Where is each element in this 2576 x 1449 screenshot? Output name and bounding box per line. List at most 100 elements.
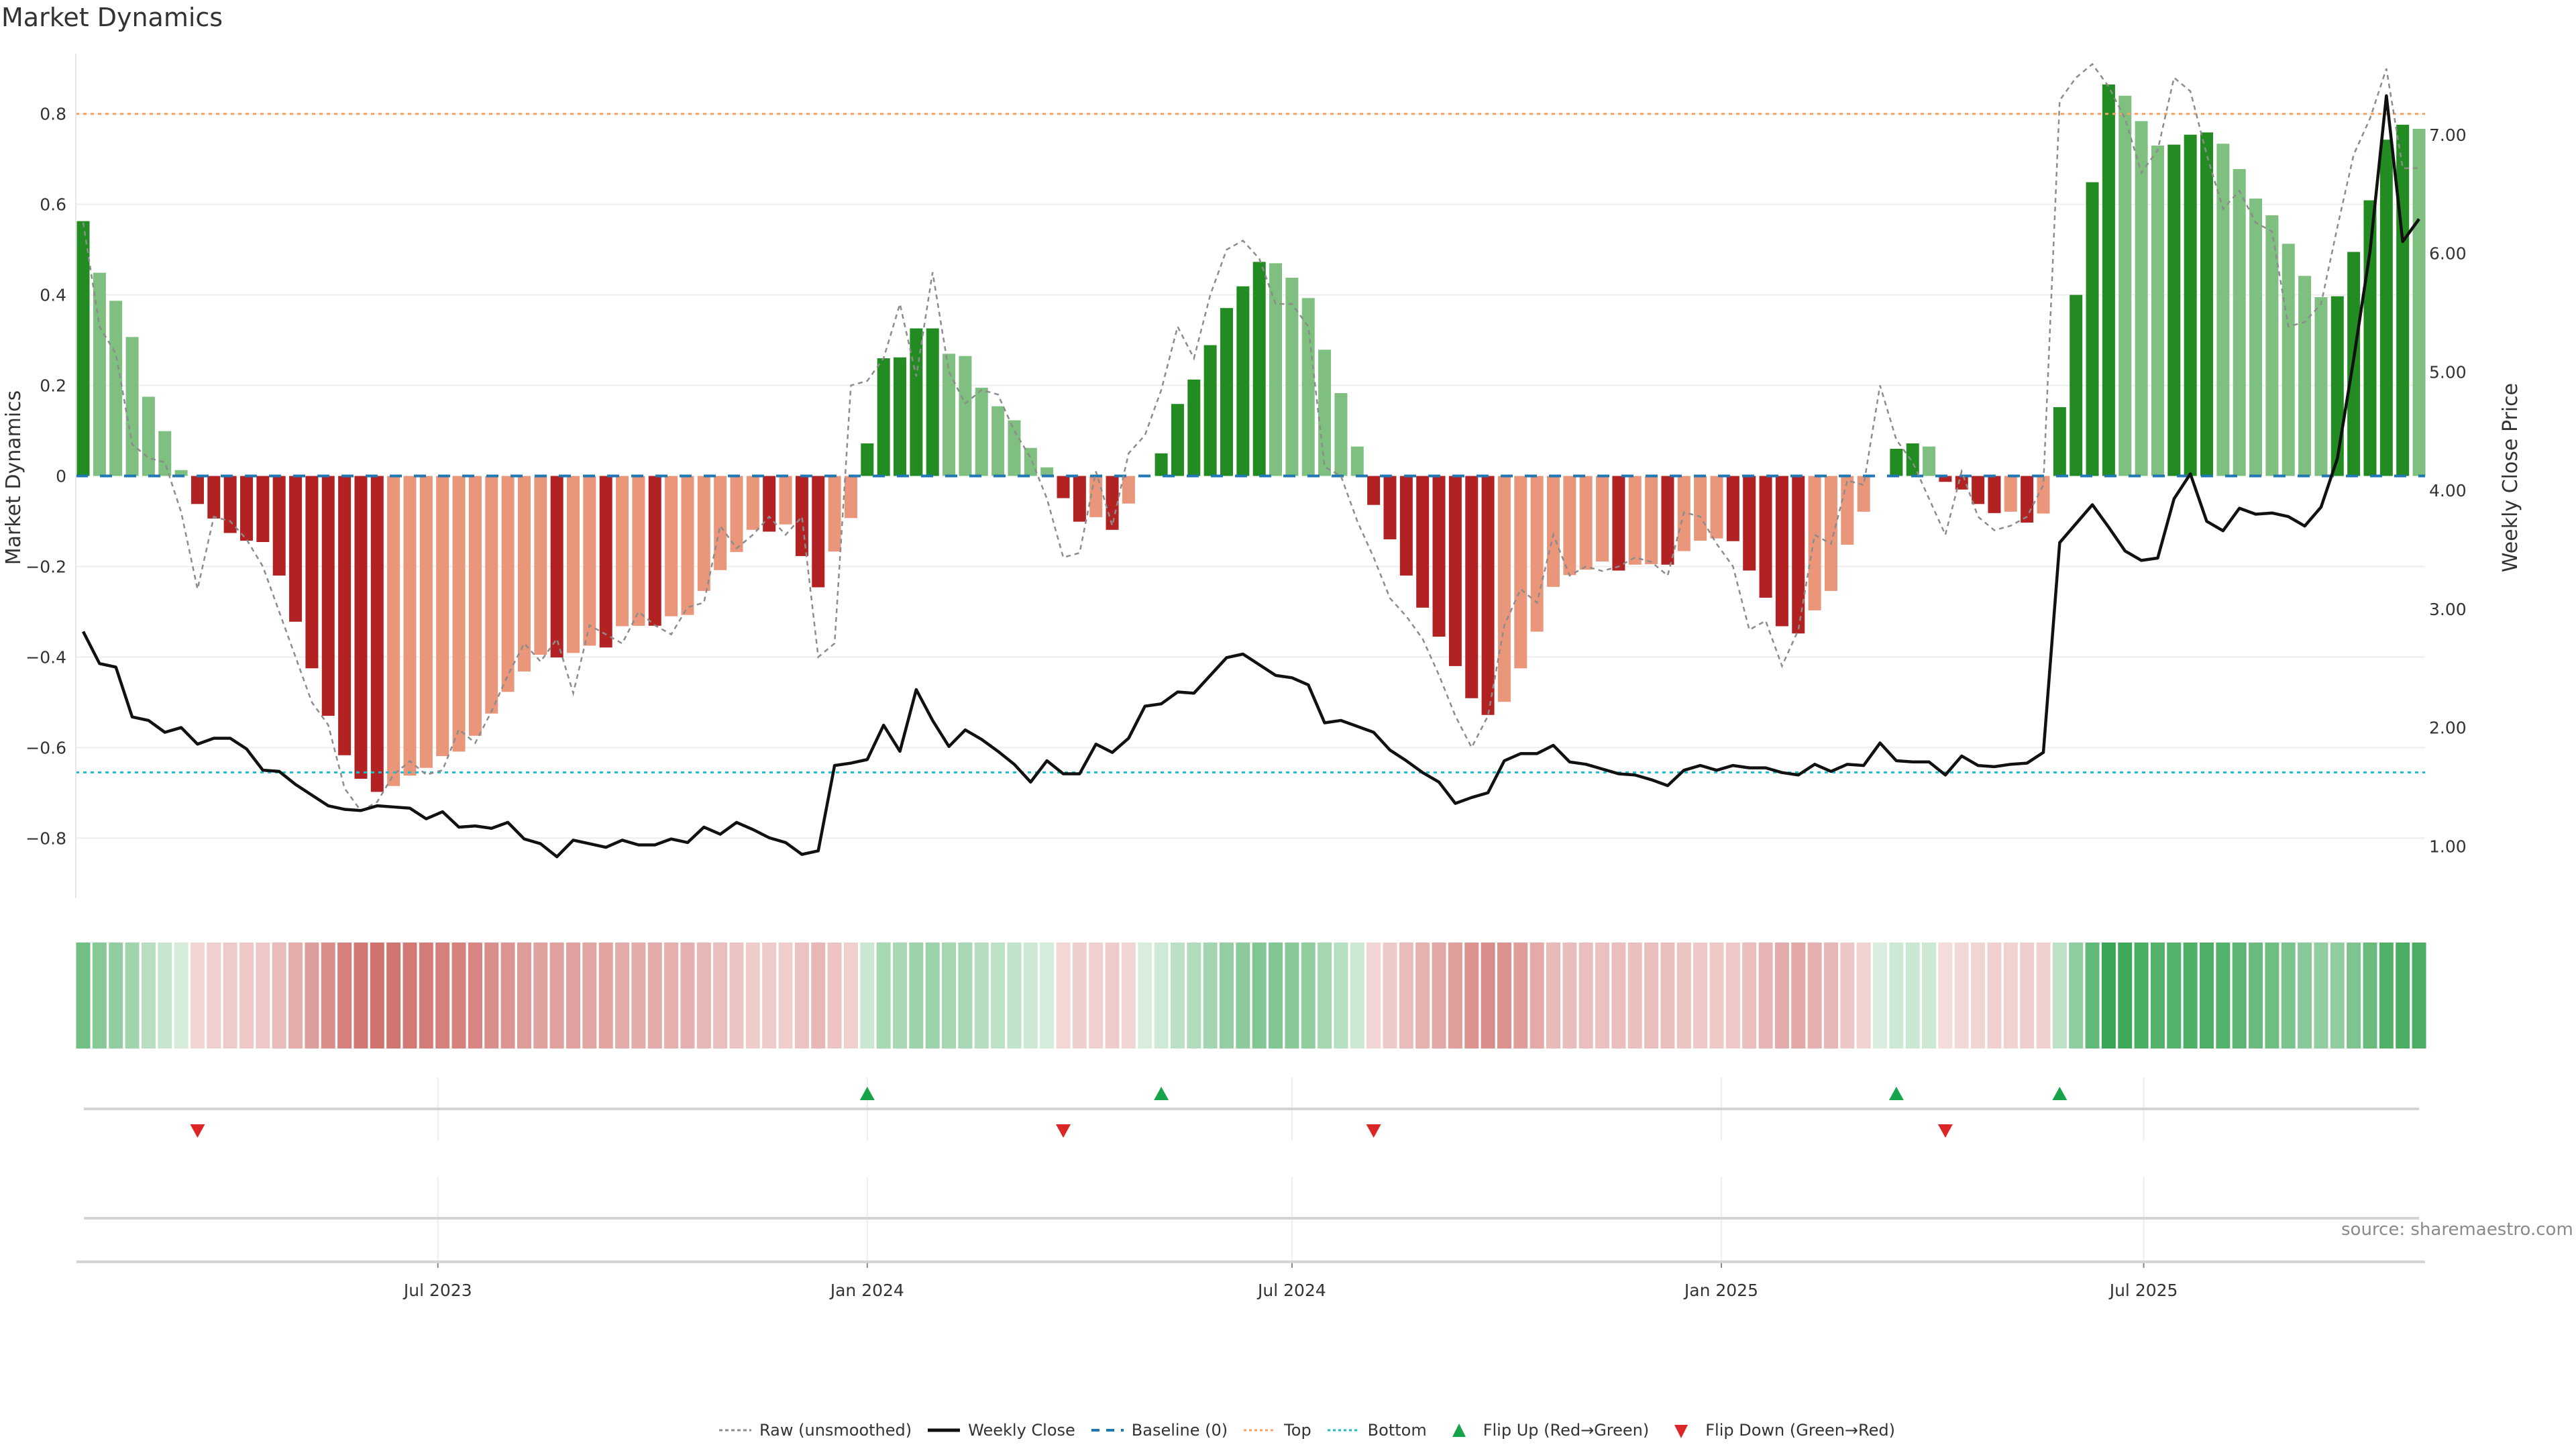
- heat-cell: [1578, 943, 1593, 1049]
- flip-down-marker: [1937, 1124, 1953, 1138]
- md-bar: [779, 476, 792, 525]
- heat-cell: [239, 943, 254, 1049]
- flip-down-legend-swatch: [1674, 1425, 1688, 1438]
- flip-up-legend-swatch: [1452, 1424, 1466, 1437]
- heat-cell: [2265, 943, 2279, 1049]
- legend-label: Raw (unsmoothed): [759, 1421, 912, 1440]
- heat-cell: [533, 943, 548, 1049]
- heat-cell: [631, 943, 646, 1049]
- md-bar: [746, 476, 759, 530]
- heat-cell: [1121, 943, 1136, 1049]
- heat-cell: [2036, 943, 2051, 1049]
- legend-label: Flip Down (Green→Red): [1705, 1421, 1895, 1440]
- y-tick-label: 0: [56, 467, 66, 486]
- y-tick-label: 0.6: [40, 195, 66, 215]
- md-bar: [861, 443, 874, 476]
- heat-cell: [1481, 943, 1495, 1049]
- heat-cell: [778, 943, 793, 1049]
- md-bar: [1530, 476, 1544, 632]
- md-bar: [93, 272, 106, 476]
- heat-cell: [2216, 943, 2231, 1049]
- close-legend-swatch: [928, 1428, 961, 1432]
- legend-item-top: Top: [1242, 1421, 1311, 1440]
- y-tick-label: −0.4: [25, 647, 66, 667]
- legend-label: Baseline (0): [1131, 1421, 1228, 1440]
- heat-cell: [2052, 943, 2067, 1049]
- heat-cell: [1791, 943, 1806, 1049]
- legend-label: Flip Up (Red→Green): [1483, 1421, 1650, 1440]
- md-bar: [681, 476, 694, 615]
- md-bar: [550, 476, 564, 658]
- md-bar: [1236, 286, 1250, 476]
- heat-cell: [1023, 943, 1038, 1049]
- baseline-legend-swatch: [1091, 1429, 1124, 1432]
- bottom-legend-swatch: [1327, 1429, 1360, 1432]
- heat-cell: [1497, 943, 1511, 1049]
- y-tick-label: 0.4: [40, 286, 66, 305]
- md-bar: [599, 476, 612, 648]
- heat-cell: [1954, 943, 1969, 1049]
- md-bar: [452, 476, 466, 752]
- md-bar: [1923, 446, 1936, 476]
- md-bar: [1155, 453, 1168, 476]
- heat-cell: [647, 943, 662, 1049]
- heat-cell: [598, 943, 613, 1049]
- heat-cell: [1725, 943, 1740, 1049]
- heat-cell: [1040, 943, 1055, 1049]
- md-bar: [1547, 476, 1560, 587]
- heat-cell: [1366, 943, 1381, 1049]
- heat-cell: [811, 943, 826, 1049]
- x-tick-label: Jan 2024: [829, 1281, 904, 1300]
- heat-cell: [549, 943, 564, 1049]
- heat-cell: [1611, 943, 1626, 1049]
- md-bar: [76, 221, 90, 476]
- heat-cell: [2118, 943, 2133, 1049]
- md-bar: [975, 387, 988, 476]
- md-bar: [1203, 345, 1217, 476]
- heat-cell: [2379, 943, 2394, 1049]
- md-bar: [616, 476, 629, 627]
- md-bar: [1416, 476, 1430, 608]
- heat-cell: [2314, 943, 2328, 1049]
- y2-axis-label: Weekly Close Price: [2499, 383, 2522, 572]
- heat-cell: [256, 943, 270, 1049]
- heat-cell: [1448, 943, 1462, 1049]
- y-tick-label: −0.6: [25, 738, 66, 757]
- heat-cell: [1464, 943, 1479, 1049]
- md-bar: [1514, 476, 1527, 669]
- md-bar: [795, 476, 808, 556]
- heat-cell: [2396, 943, 2410, 1049]
- heat-cell: [1529, 943, 1544, 1049]
- chart-title: Market Dynamics: [1, 3, 223, 32]
- heat-cell: [2298, 943, 2312, 1049]
- md-bar: [125, 337, 139, 476]
- flip-down-marker: [1366, 1124, 1381, 1138]
- heat-cell: [451, 943, 466, 1049]
- flip-up-marker: [2052, 1087, 2068, 1100]
- md-bar: [1252, 262, 1266, 476]
- md-bar: [894, 357, 906, 476]
- md-bar: [1972, 476, 1985, 504]
- heat-cell: [1856, 943, 1871, 1049]
- md-bar: [877, 358, 890, 476]
- heat-cell: [2347, 943, 2361, 1049]
- heat-cell: [1432, 943, 1446, 1049]
- heat-cell: [402, 943, 417, 1049]
- md-bar: [1988, 476, 2001, 513]
- heat-cell: [942, 943, 957, 1049]
- heat-cell: [288, 943, 303, 1049]
- y-tick-label: 0.2: [40, 376, 66, 396]
- heat-strip: [76, 943, 2426, 1049]
- heat-cell: [1676, 943, 1691, 1049]
- heat-cell: [1758, 943, 1773, 1049]
- legend-item-raw: Raw (unsmoothed): [718, 1421, 912, 1440]
- heat-cell: [2101, 943, 2116, 1049]
- heat-cell: [1905, 943, 1920, 1049]
- md-bar: [2037, 476, 2050, 514]
- md-bar: [1792, 476, 1805, 634]
- heat-cell: [1072, 943, 1087, 1049]
- heat-cell: [2003, 943, 2018, 1049]
- md-bar: [1432, 476, 1446, 637]
- legend-item-flip-up: Flip Up (Red→Green): [1442, 1421, 1650, 1440]
